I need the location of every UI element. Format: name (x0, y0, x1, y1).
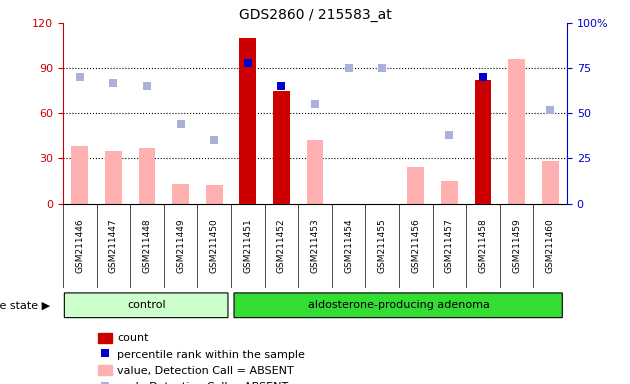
Legend: count, percentile rank within the sample, value, Detection Call = ABSENT, rank, : count, percentile rank within the sample… (94, 328, 309, 384)
Text: GSM211459: GSM211459 (512, 218, 521, 273)
Text: disease state ▶: disease state ▶ (0, 300, 50, 310)
Bar (273, 91, 290, 204)
Text: control: control (128, 300, 166, 310)
Bar (172, 184, 189, 204)
Bar (105, 151, 122, 204)
Text: GSM211448: GSM211448 (142, 218, 151, 273)
Text: GSM211446: GSM211446 (76, 218, 84, 273)
Text: GSM211451: GSM211451 (243, 218, 252, 273)
Text: GSM211447: GSM211447 (109, 218, 118, 273)
Text: GSM211457: GSM211457 (445, 218, 454, 273)
Bar (273, 91, 290, 204)
Title: GDS2860 / 215583_at: GDS2860 / 215583_at (239, 8, 391, 22)
FancyBboxPatch shape (64, 293, 228, 318)
Bar (71, 146, 88, 204)
Bar (307, 141, 323, 204)
Text: aldosterone-producing adenoma: aldosterone-producing adenoma (308, 300, 490, 310)
Bar (408, 167, 424, 204)
Text: GSM211454: GSM211454 (344, 218, 353, 273)
Text: GSM211456: GSM211456 (411, 218, 420, 273)
Bar (239, 38, 256, 204)
Text: GSM211449: GSM211449 (176, 218, 185, 273)
Text: GSM211460: GSM211460 (546, 218, 554, 273)
Text: GSM211458: GSM211458 (479, 218, 488, 273)
Bar (474, 80, 491, 204)
Bar (441, 181, 458, 204)
Bar (542, 161, 559, 204)
FancyBboxPatch shape (234, 293, 563, 318)
Text: GSM211452: GSM211452 (277, 218, 286, 273)
Bar (508, 59, 525, 204)
Text: GSM211453: GSM211453 (311, 218, 319, 273)
Text: GSM211450: GSM211450 (210, 218, 219, 273)
Text: GSM211455: GSM211455 (378, 218, 387, 273)
Bar (139, 148, 156, 204)
Bar (206, 185, 222, 204)
